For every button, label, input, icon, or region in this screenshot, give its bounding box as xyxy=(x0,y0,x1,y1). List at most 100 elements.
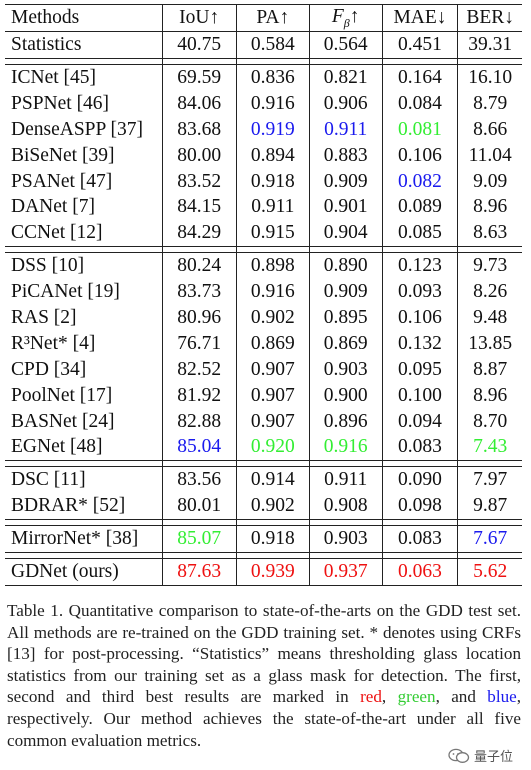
metric-value-cell: 0.906 xyxy=(309,90,383,117)
caption-text-2: , respectively. Our method achieves the … xyxy=(7,687,522,750)
metric-value-cell: 85.04 xyxy=(162,434,237,462)
metric-value-cell: 80.00 xyxy=(162,142,237,169)
metric-value-cell: 85.07 xyxy=(162,524,237,553)
table-row: EGNet [48] 85.04 0.920 0.916 0.083 7.43 xyxy=(5,434,522,462)
method-name-cell: BDRAR* [52] xyxy=(5,493,163,520)
table-row: DSC [11] 83.56 0.914 0.911 0.090 7.97 xyxy=(5,466,522,494)
table-row: GDNet (ours) 87.63 0.939 0.937 0.063 5.62 xyxy=(5,557,522,586)
table-body: Statistics 40.75 0.584 0.564 0.451 39.31 ICNet… xyxy=(5,30,522,586)
col-header-fbeta: Fβ↑ xyxy=(309,4,383,32)
metric-value-cell: 84.29 xyxy=(162,220,237,248)
metric-value-cell: 0.914 xyxy=(236,466,310,494)
metric-value-cell: 0.082 xyxy=(382,168,459,195)
metric-value-cell: 40.75 xyxy=(162,30,237,59)
metric-value-cell: 0.916 xyxy=(309,434,383,462)
table-row: MirrorNet* [38] 85.07 0.918 0.903 0.083 7.67 xyxy=(5,524,522,553)
metric-value-cell: 0.564 xyxy=(309,30,383,59)
metric-value-cell: 0.081 xyxy=(382,116,459,143)
metric-value-cell: 0.085 xyxy=(382,220,459,248)
metric-value-cell: 0.904 xyxy=(309,220,383,248)
metric-value-cell: 84.15 xyxy=(162,194,237,221)
metric-value-cell: 0.937 xyxy=(309,557,383,586)
metric-value-cell: 0.898 xyxy=(236,252,310,279)
metric-value-cell: 9.09 xyxy=(473,170,508,192)
table-row: ICNet [45] 69.59 0.836 0.821 0.164 16.10 xyxy=(5,63,522,91)
table-row: PoolNet [17] 81.92 0.907 0.900 0.100 8.96 xyxy=(5,382,522,409)
metric-value-cell: 0.883 xyxy=(309,142,383,169)
metric-value-cell: 0.093 xyxy=(382,278,459,305)
table-row: DenseASPP [37] 83.68 0.919 0.911 0.081 8.66 xyxy=(5,116,522,143)
group-spacer xyxy=(5,552,522,559)
metric-value-cell: 8.26 xyxy=(473,281,508,303)
table-row: PSANet [47] 83.52 0.918 0.909 0.082 9.09 xyxy=(5,168,522,195)
metric-value-cell: 8.79 xyxy=(473,92,508,114)
metric-value-cell: 81.92 xyxy=(162,382,237,409)
metric-value-cell: 0.836 xyxy=(236,63,310,91)
metric-value-cell: 0.902 xyxy=(236,304,310,331)
method-name-cell: PSANet [47] xyxy=(5,168,163,195)
method-name-cell: DSS [10] xyxy=(5,252,163,279)
table-row: DANet [7] 84.15 0.911 0.901 0.089 8.96 xyxy=(5,194,522,221)
metric-value-cell: 0.095 xyxy=(382,356,459,383)
metric-value-cell: 0.896 xyxy=(309,408,383,435)
metric-value-cell: 8.70 xyxy=(473,410,508,432)
metric-value-cell: 0.903 xyxy=(309,524,383,553)
method-name-cell: DSC [11] xyxy=(5,466,163,494)
metric-value-cell: 0.915 xyxy=(236,220,310,248)
metric-value-cell: 0.909 xyxy=(309,278,383,305)
metric-value-cell: 0.100 xyxy=(382,382,459,409)
metric-value-cell: 0.098 xyxy=(382,493,459,520)
metric-value-cell: 0.903 xyxy=(309,356,383,383)
metric-value-cell: 39.31 xyxy=(457,30,522,59)
metric-value-cell: 13.85 xyxy=(468,332,513,354)
metric-value-cell: 87.63 xyxy=(162,557,237,586)
metric-value-cell: 0.895 xyxy=(309,304,383,331)
group-spacer xyxy=(5,58,522,65)
col-header-pa: PA↑ xyxy=(236,4,310,32)
table-header-row: Methods IoU↑ PA↑ Fβ↑ MAE↓ BER↓ xyxy=(5,4,522,32)
metric-value-cell: 7.43 xyxy=(457,434,522,462)
method-name-cell: CCNet [12] xyxy=(5,220,163,248)
metric-value-cell: 8.96 xyxy=(473,196,508,218)
metric-value-cell: 0.918 xyxy=(236,524,310,553)
table-row: CCNet [12] 84.29 0.915 0.904 0.085 8.63 xyxy=(5,220,522,248)
table-caption: Table 1. Quantitative comparison to stat… xyxy=(7,600,521,751)
metric-value-cell: 7.97 xyxy=(457,466,522,494)
metric-value-cell: 9.73 xyxy=(457,252,522,279)
metric-value-cell: 0.908 xyxy=(309,493,383,520)
metric-value-cell: 5.62 xyxy=(457,557,522,586)
caption-sep-2: , and xyxy=(435,687,488,707)
metric-value-cell: 0.911 xyxy=(236,194,310,221)
table-row: PiCANet [19] 83.73 0.916 0.909 0.093 8.26 xyxy=(5,278,522,305)
metric-value-cell: 0.584 xyxy=(236,30,310,59)
metric-value-cell: 83.56 xyxy=(162,466,237,494)
table-row: BiSeNet [39] 80.00 0.894 0.883 0.106 11.04 xyxy=(5,142,522,169)
method-name-cell: EGNet [48] xyxy=(5,434,163,462)
metric-value-cell: 0.106 xyxy=(382,142,459,169)
metric-value-cell: 0.919 xyxy=(236,116,310,143)
metric-value-cell: 83.73 xyxy=(162,278,237,305)
wechat-icon xyxy=(448,748,470,763)
caption-red-word: red xyxy=(360,687,382,707)
metric-value-cell: 11.04 xyxy=(468,144,512,166)
col-header-methods: Methods xyxy=(5,4,163,32)
metric-value-cell: 9.48 xyxy=(473,306,508,328)
metric-value-cell: 0.869 xyxy=(236,330,310,357)
method-name-cell: RAS [2] xyxy=(5,304,163,331)
metric-value-cell: 0.939 xyxy=(236,557,310,586)
col-header-iou: IoU↑ xyxy=(162,4,237,32)
metric-value-cell: 0.164 xyxy=(382,63,459,91)
method-name-cell: DenseASPP [37] xyxy=(5,116,163,143)
metric-value-cell: 8.63 xyxy=(457,220,522,248)
metric-value-cell: 76.71 xyxy=(162,330,237,357)
metric-value-cell: 0.911 xyxy=(309,116,383,143)
method-name-cell: GDNet (ours) xyxy=(5,557,163,586)
watermark: 量子位 xyxy=(448,746,513,765)
method-name-cell: CPD [34] xyxy=(5,356,163,383)
metric-value-cell: 0.821 xyxy=(309,63,383,91)
metric-value-cell: 80.01 xyxy=(162,493,237,520)
table-row: CPD [34] 82.52 0.907 0.903 0.095 8.87 xyxy=(5,356,522,383)
method-name-cell: ICNet [45] xyxy=(5,63,163,91)
metric-value-cell: 0.916 xyxy=(236,278,310,305)
metric-value-cell: 0.890 xyxy=(309,252,383,279)
